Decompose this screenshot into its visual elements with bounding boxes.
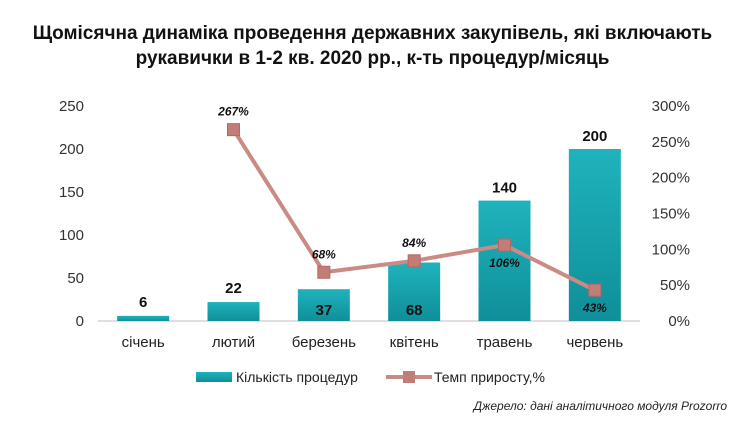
- legend-bar-swatch: [196, 372, 232, 382]
- bar-value-label: 68: [406, 302, 423, 319]
- bar-value-label: 37: [315, 302, 332, 319]
- y-left-tick-label: 150: [59, 184, 84, 201]
- category-label: лютий: [212, 334, 255, 351]
- y-left-tick-label: 100: [59, 227, 84, 244]
- y-right-tick-label: 250%: [652, 134, 690, 151]
- category-label: червень: [566, 334, 623, 351]
- chart-title-line2: рукавички в 1-2 кв. 2020 рр., к-ть проце…: [135, 48, 610, 69]
- bar-value-label: 200: [582, 128, 607, 145]
- growth-value-label: 267%: [217, 105, 249, 119]
- y-left-tick-label: 50: [67, 270, 84, 287]
- y-right-tick-label: 100%: [652, 241, 690, 258]
- y-left-tick-label: 200: [59, 141, 84, 158]
- chart-title-line1: Щомісячна динаміка проведення державних …: [32, 23, 713, 44]
- y-right-tick-label: 300%: [652, 98, 690, 115]
- growth-marker: [227, 123, 240, 137]
- y-right-tick-label: 150%: [652, 206, 690, 223]
- y-right-tick-label: 50%: [660, 277, 690, 294]
- bar-3: [388, 262, 441, 321]
- bar-value-label: 22: [225, 280, 242, 297]
- growth-value-label: 43%: [582, 301, 607, 315]
- growth-marker: [588, 283, 602, 297]
- bar-0: [117, 315, 170, 321]
- growth-value-label: 106%: [489, 256, 520, 270]
- category-label: травень: [477, 334, 533, 351]
- growth-marker: [407, 254, 421, 268]
- growth-value-label: 84%: [402, 236, 426, 250]
- bar-4: [478, 200, 531, 321]
- source-note: Джерело: дані аналітичного модуля Prozor…: [473, 399, 727, 413]
- category-label: березень: [292, 334, 356, 351]
- y-right-tick-label: 0%: [668, 313, 690, 330]
- y-left-tick-label: 0: [76, 313, 84, 330]
- category-label: січень: [122, 334, 165, 351]
- legend-line-marker: [403, 371, 415, 383]
- bar-2: [297, 289, 350, 321]
- growth-marker: [498, 238, 511, 252]
- bar-value-label: 6: [139, 294, 147, 311]
- legend-line-label: Темп приросту,%: [434, 369, 545, 385]
- growth-marker: [317, 265, 331, 279]
- y-left-tick-label: 250: [59, 98, 84, 115]
- legend-bar-label: Кількість процедур: [236, 369, 358, 385]
- category-label: квітень: [390, 334, 439, 351]
- y-right-tick-label: 200%: [652, 170, 690, 187]
- growth-value-label: 68%: [312, 247, 336, 261]
- bar-1: [207, 302, 260, 321]
- bar-value-label: 140: [492, 180, 517, 197]
